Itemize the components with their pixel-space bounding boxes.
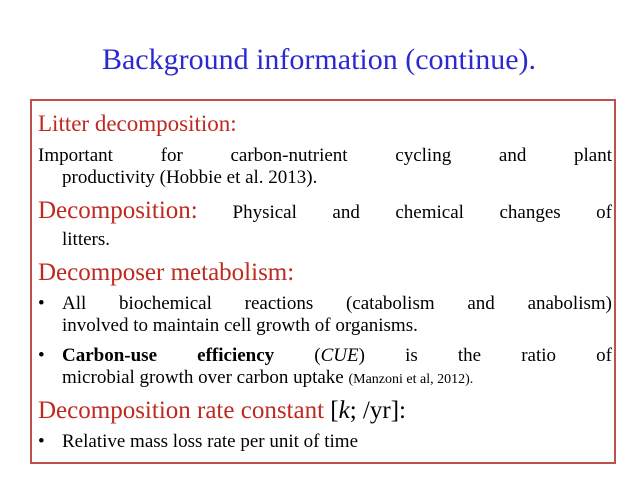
decomposition-line1: Decomposition: Physical and chemical cha… bbox=[38, 197, 612, 229]
rate-bullet1: • Relative mass loss rate per unit of tim… bbox=[38, 431, 358, 453]
content-box: Litter decomposition: Important for carb… bbox=[30, 99, 616, 464]
metabolism-bullet1-text: All biochemical reactions (catabolism an… bbox=[62, 293, 612, 314]
rate-symbol: k bbox=[338, 397, 350, 424]
metabolism-bullet2-text: Carbon-use efficiency (CUE) is the ratio… bbox=[62, 345, 612, 367]
heading-decomposition: Decomposition: bbox=[38, 197, 198, 224]
citation-manzoni: (Manzoni et al, 2012). bbox=[348, 372, 474, 387]
rate-bracket-open: [ bbox=[330, 397, 339, 424]
heading-rate-constant: Decomposition rate constant bbox=[38, 397, 325, 424]
bullet-marker: • bbox=[38, 431, 45, 452]
metabolism-bullet1-line2: involved to maintain cell growth of orga… bbox=[62, 315, 418, 336]
heading-litter-decomposition: Litter decomposition: bbox=[38, 111, 237, 136]
paren-open: ( bbox=[314, 345, 321, 366]
bullet-marker: • bbox=[38, 345, 45, 366]
litter-text-line1: Important for carbon-nutrient cycling an… bbox=[38, 145, 612, 166]
slide-title: Background information (continue). bbox=[101, 43, 537, 76]
cue-definition-cont: microbial growth over carbon uptake bbox=[62, 367, 344, 388]
litter-text-line2: productivity (Hobbie et al. 2013). bbox=[62, 167, 318, 188]
rate-heading-line: Decomposition rate constant [k; /yr]: bbox=[38, 397, 406, 425]
rate-bullet1-text: Relative mass loss rate per unit of time bbox=[62, 431, 359, 452]
decomposition-line2: litters. bbox=[62, 229, 111, 250]
cue-definition: ) is the ratio of bbox=[358, 345, 613, 366]
metabolism-bullet2-line2: microbial growth over carbon uptake (Man… bbox=[62, 367, 473, 391]
metabolism-bullet1-line1: • All biochemical reactions (catabolism a… bbox=[38, 293, 612, 315]
heading-decomposer-metabolism: Decomposer metabolism: bbox=[38, 259, 295, 286]
bullet-marker: • bbox=[38, 293, 45, 314]
cue-term: Carbon-use efficiency bbox=[62, 345, 275, 366]
rate-unit: ; /yr]: bbox=[349, 397, 406, 424]
cue-abbrev: CUE bbox=[320, 345, 359, 366]
decomposition-text: Physical and chemical changes of bbox=[232, 202, 613, 223]
metabolism-bullet2-line1: • Carbon-use efficiency (CUE) is the rati… bbox=[38, 345, 612, 367]
